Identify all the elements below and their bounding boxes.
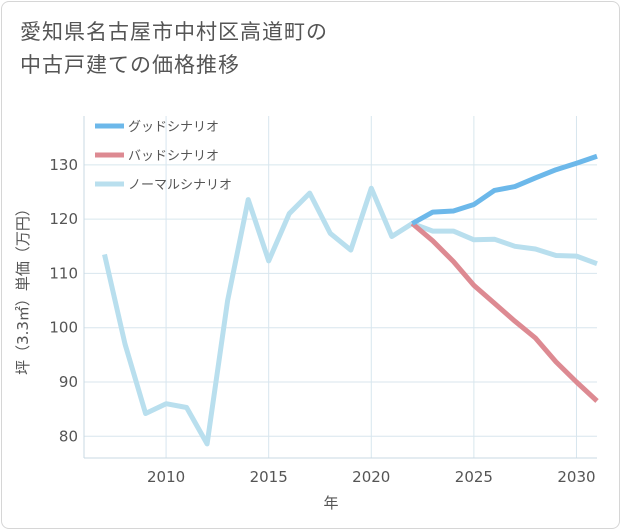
y-tick-label: 80 <box>59 427 78 445</box>
series-lines <box>102 153 599 447</box>
y-tick-label: 100 <box>49 319 78 337</box>
x-tick-label: 2025 <box>455 468 493 486</box>
x-tick-label: 2010 <box>147 468 185 486</box>
legend-label-bad: バッドシナリオ <box>128 149 219 164</box>
y-tick-label: 110 <box>49 264 78 282</box>
x-tick-label: 2015 <box>250 468 288 486</box>
series-line-normal <box>102 185 598 447</box>
y-axis-label: 坪（3.3㎡）単価（万円） <box>14 201 32 375</box>
x-tick-label: 2020 <box>352 468 390 486</box>
axes: 2010 2015 2020 2025 2030 80 90 100 110 120 130 <box>49 116 597 486</box>
chart-title-line-1: 愛知県名古屋市中村区高道町の <box>20 20 328 44</box>
chart-title-line-2: 中古戸建ての価格推移 <box>20 53 240 77</box>
y-tick-label: 90 <box>59 373 78 391</box>
series-line-bad <box>410 221 599 403</box>
legend-label-good: グッドシナリオ <box>128 120 219 135</box>
series-line-good <box>411 153 598 226</box>
chart-title: 愛知県名古屋市中村区高道町の 中古戸建ての価格推移 <box>20 16 328 82</box>
x-axis-label: 年 <box>323 494 338 512</box>
y-tick-label: 120 <box>49 210 78 228</box>
legend-label-normal: ノーマルシナリオ <box>128 178 232 193</box>
y-tick-label: 130 <box>49 156 78 174</box>
x-tick-label: 2030 <box>557 468 595 486</box>
